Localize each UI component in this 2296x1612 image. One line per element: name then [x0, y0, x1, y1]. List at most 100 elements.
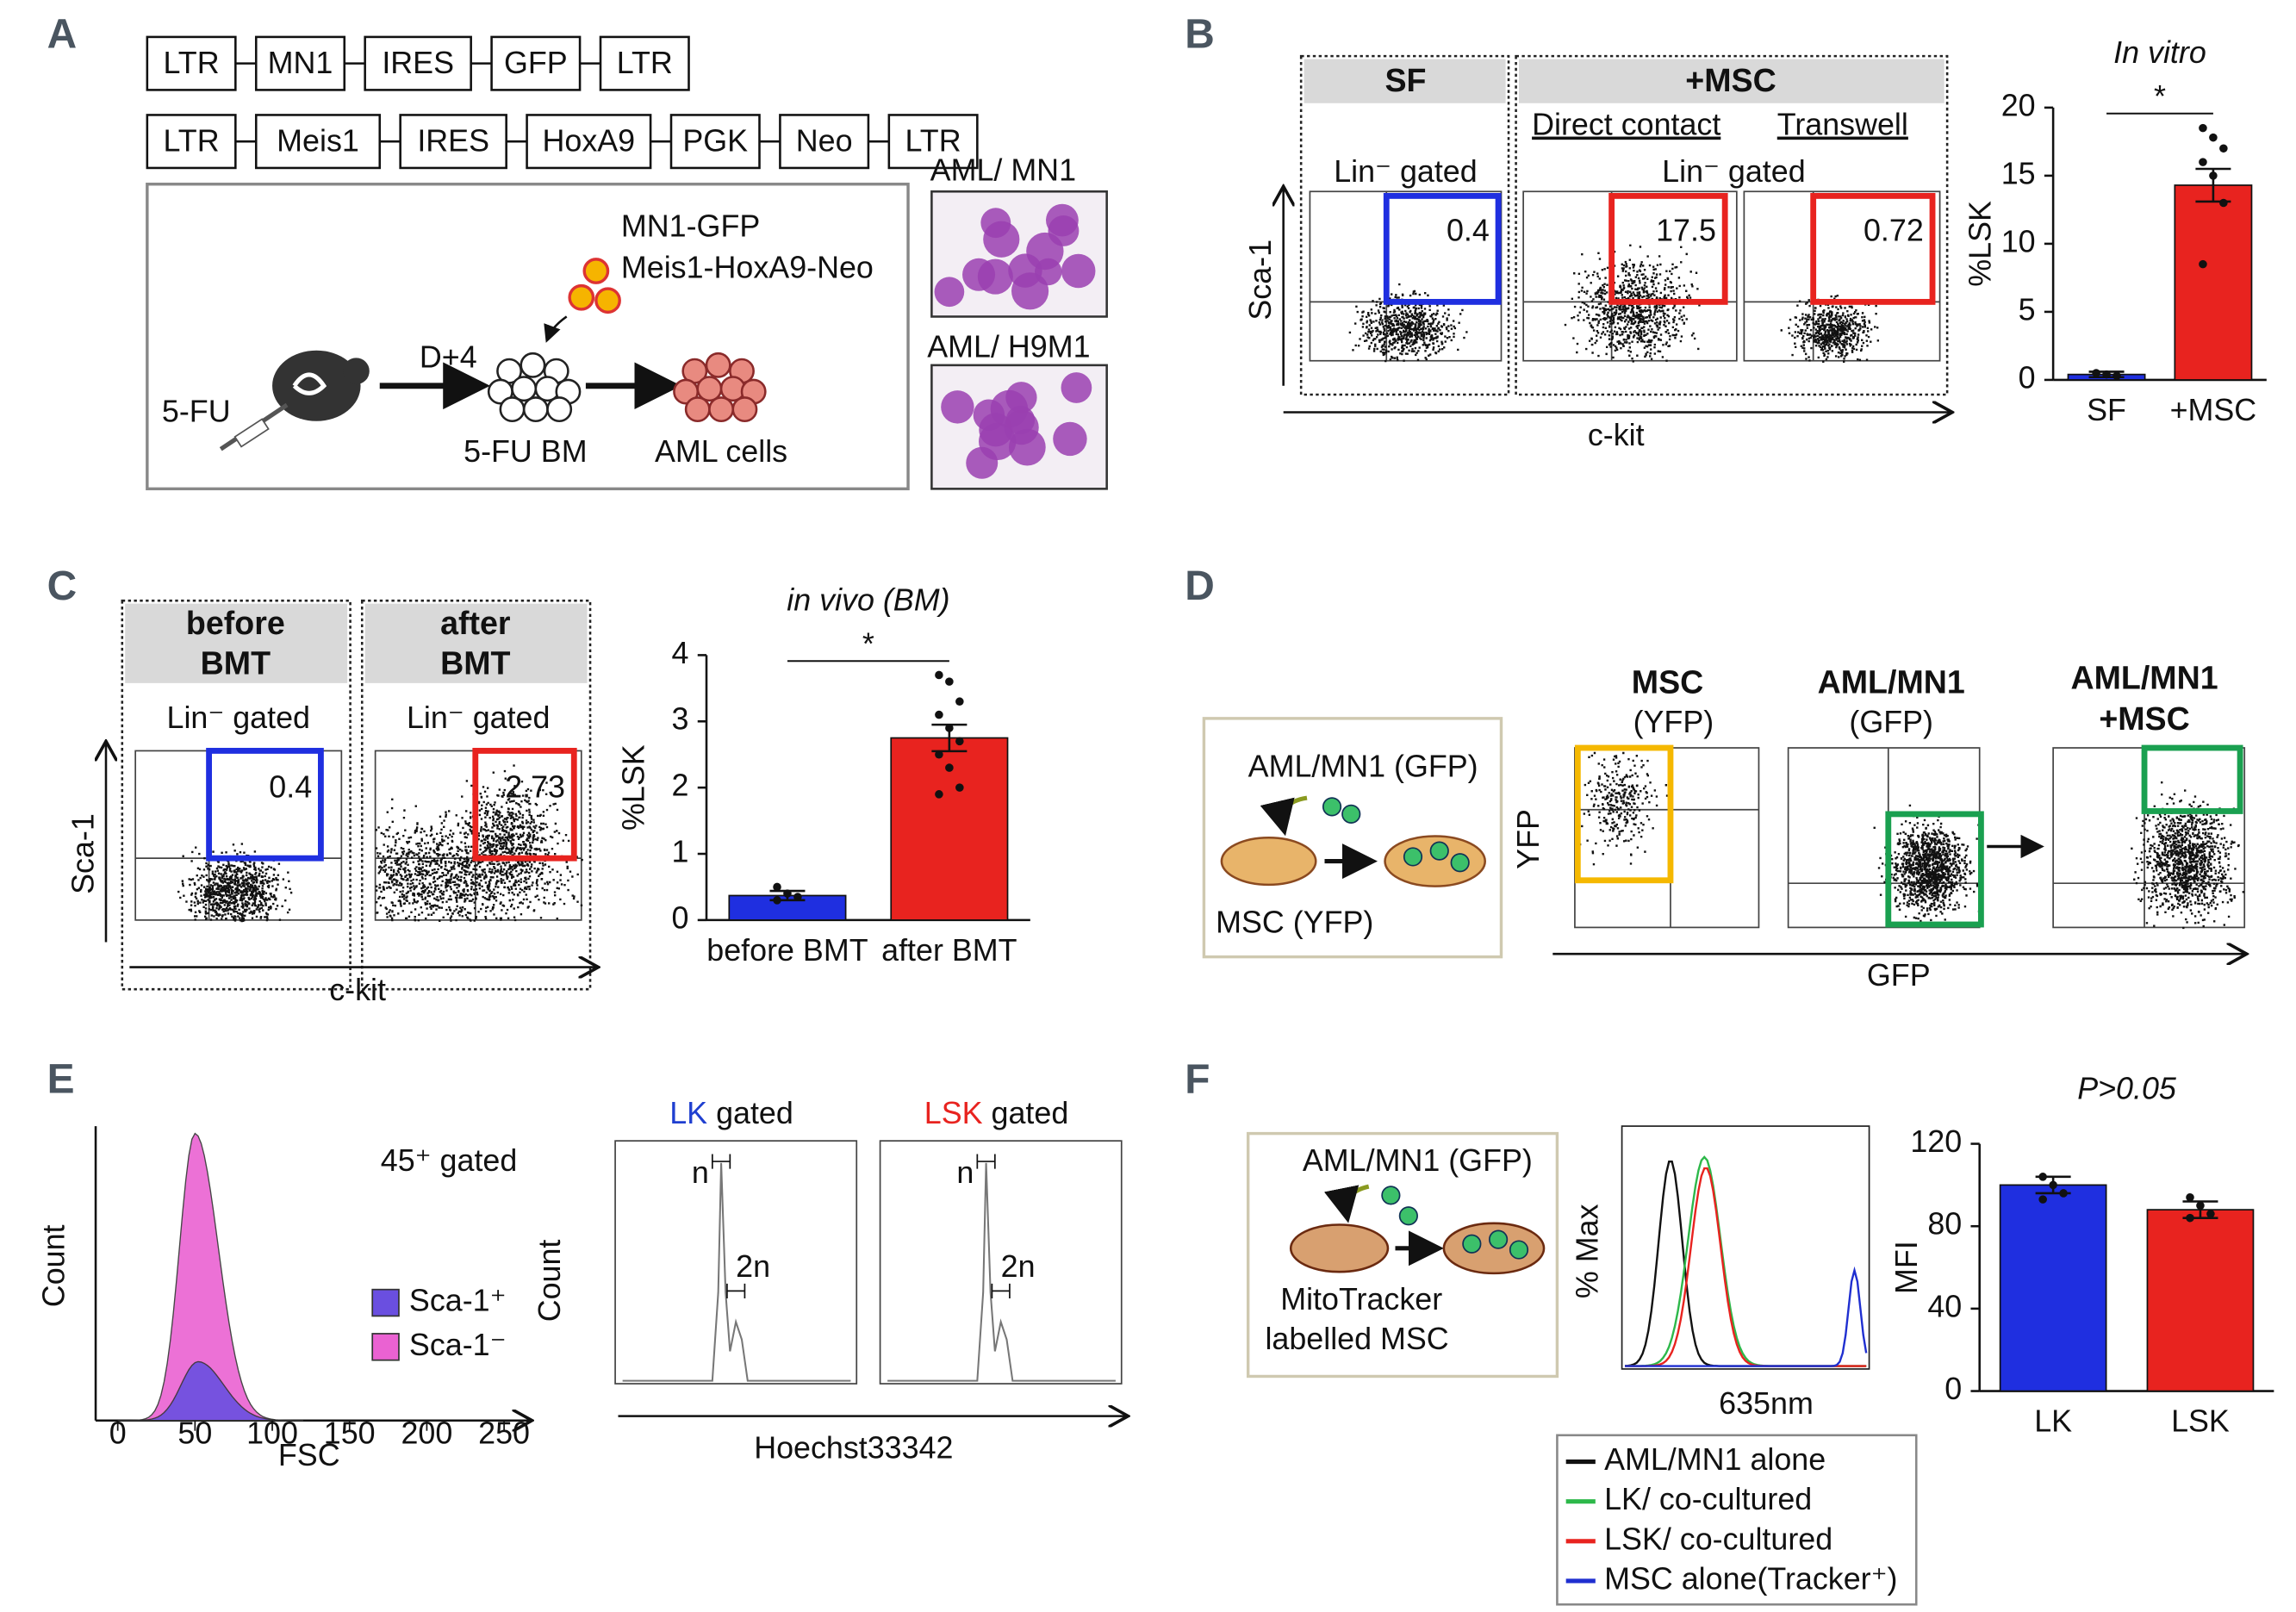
event-cloud — [1780, 295, 1880, 363]
x-tick-label: +MSC — [2170, 393, 2257, 427]
construct-label: LTR — [164, 123, 220, 158]
construct-box — [779, 114, 870, 170]
y-axis-label: %LSK — [1963, 201, 1998, 287]
gate-percentage: 17.5 — [1656, 214, 1716, 248]
data-point — [2038, 1195, 2047, 1204]
construct-label: MN1 — [268, 46, 333, 80]
gate-label: 45⁺ gated — [381, 1143, 518, 1178]
plot-frame — [1743, 190, 1941, 362]
coculture-icon — [1289, 1184, 1546, 1275]
cell — [546, 396, 573, 423]
construct-label: Meis1 — [277, 123, 359, 158]
data-point — [935, 790, 943, 799]
data-point — [945, 763, 954, 772]
x-tick-label: LSK — [2171, 1404, 2230, 1439]
peak-label: n — [956, 1155, 974, 1190]
y-tick-label: 5 — [2019, 292, 2036, 327]
coculture-icon — [1220, 795, 1486, 887]
event-cloud — [1564, 244, 1701, 363]
histogram-line — [1624, 1161, 1867, 1367]
y-tick-label: 20 — [2001, 88, 2036, 122]
plot-header: (YFP) — [1633, 705, 1714, 739]
histogram-line — [1625, 1167, 1867, 1367]
cell — [522, 396, 549, 423]
y-tick-label: 120 — [1910, 1124, 1962, 1159]
gate — [1885, 811, 1984, 928]
x-tick-label: LK — [2034, 1404, 2072, 1439]
panel-label: E — [47, 1056, 75, 1102]
y-tick-label: 4 — [672, 636, 689, 670]
cell — [705, 352, 731, 378]
step-label: D+4 — [420, 339, 477, 374]
y-tick-label: 0 — [2019, 360, 2036, 395]
diagram-label: AML/MN1 (GFP) — [1303, 1143, 1533, 1178]
peak-label: 2n — [1001, 1249, 1036, 1284]
peak-marker — [726, 1283, 746, 1298]
y-tick-label: 15 — [2001, 156, 2036, 190]
header-band — [1304, 59, 1506, 103]
diagram-label: MitoTracker — [1280, 1282, 1442, 1316]
stained-cell — [966, 446, 999, 479]
drug-label: 5-FU — [162, 395, 231, 429]
histogram-line — [1625, 1155, 1867, 1367]
dna-histogram — [887, 1162, 1116, 1382]
construct-label: PGK — [682, 123, 748, 158]
header-band — [1519, 59, 1944, 103]
y-tick-label: 40 — [1927, 1289, 1962, 1323]
data-point — [2049, 1180, 2057, 1190]
event-cloud — [177, 843, 293, 923]
gate — [472, 748, 577, 862]
stained-cell — [1005, 382, 1037, 414]
mouse-icon — [219, 350, 370, 451]
gate-percentage: 0.4 — [269, 769, 312, 804]
schematic-box — [146, 183, 910, 491]
data-point — [955, 783, 964, 792]
axis-label: GFP — [1867, 958, 1931, 993]
cell — [499, 396, 526, 423]
axis-label: 635nm — [1719, 1386, 1814, 1421]
axis-label: Sca-1 — [66, 813, 101, 894]
data-point — [2112, 371, 2121, 380]
construct-label: Neo — [796, 123, 853, 158]
data-point — [2209, 133, 2218, 142]
data-point — [2092, 369, 2100, 377]
flow-plots: 0.4 17.5 0.72 0.4 2.73 — [134, 190, 2246, 930]
x-tick-label: before BMT — [706, 933, 868, 968]
gate — [1810, 192, 1936, 305]
histogram-area — [117, 1360, 303, 1422]
y-tick-label: 0 — [1944, 1372, 1962, 1406]
data-point — [2186, 1213, 2194, 1223]
bar — [2146, 1209, 2255, 1392]
axis-label: Sca-1 — [1243, 240, 1278, 321]
gate-label: Lin⁻ gated — [407, 700, 550, 735]
event-cloud — [2131, 781, 2245, 930]
data-point — [2219, 198, 2228, 208]
legend-swatch — [371, 1333, 400, 1361]
chart-title: P>0.05 — [2077, 1072, 2177, 1106]
group-header: +MSC — [1685, 62, 1776, 98]
population: LSK — [924, 1097, 983, 1131]
bar — [1999, 1184, 2107, 1392]
gate-word: gated — [716, 1097, 793, 1131]
x-tick-label: SF — [2087, 393, 2126, 427]
peak-marker — [711, 1154, 731, 1169]
gate-percentage: 0.4 — [1447, 214, 1490, 248]
data-point — [935, 670, 943, 680]
construct-label: LTR — [617, 46, 673, 80]
stained-cell — [979, 413, 1013, 447]
data-point — [773, 882, 781, 892]
legend: Sca-1⁺ Sca-1⁻ — [371, 1284, 507, 1362]
data-point — [2186, 1192, 2194, 1202]
legend-label: AML/MN1 alone — [1604, 1442, 1826, 1477]
construct-box — [526, 114, 652, 170]
construct-label: IRES — [382, 46, 454, 80]
data-point — [2199, 123, 2207, 133]
stage-label: 5-FU BM — [464, 434, 587, 469]
data-point — [2038, 1173, 2047, 1181]
legend-swatch — [371, 1288, 400, 1317]
stained-cell — [934, 277, 965, 308]
construct-box — [146, 35, 237, 91]
stained-cell — [1061, 372, 1092, 403]
axis-label: Count — [36, 1224, 71, 1307]
